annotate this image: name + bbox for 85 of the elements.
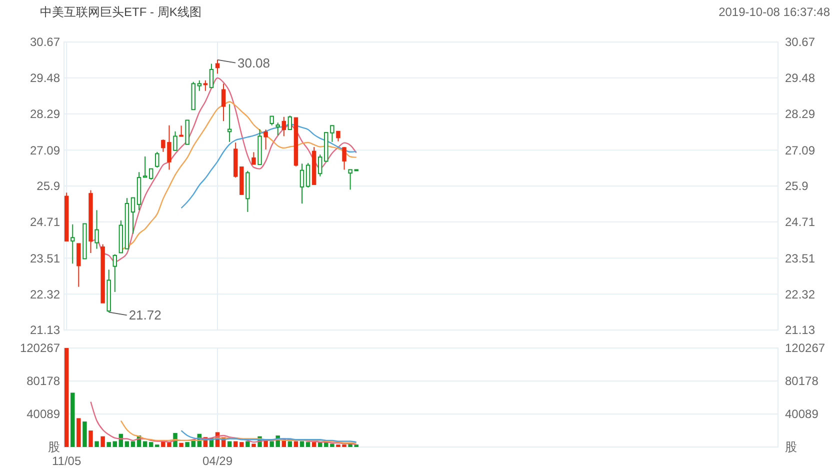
bar (142, 441, 148, 447)
y-tick-label: 40089 (26, 407, 60, 422)
candlestick (130, 197, 136, 234)
candlestick (282, 116, 286, 137)
candlestick (76, 243, 81, 288)
candlestick (318, 154, 322, 177)
text: 2019-10-08 16:37:48 (718, 5, 830, 20)
y-tick-label: 21.13 (30, 323, 60, 338)
y2-tick-label: 30.67 (785, 35, 816, 50)
y2-tick-label: 21.13 (785, 323, 816, 338)
y2-tick-label: 120267 (785, 341, 826, 356)
y-tick-label: 27.09 (30, 143, 60, 158)
candlestick (227, 104, 232, 142)
y-tick-label: 29.48 (30, 71, 60, 86)
bar (70, 392, 75, 447)
candlestick (342, 146, 346, 170)
bar (88, 430, 93, 447)
y2-tick-label: 22.32 (785, 287, 816, 302)
candlestick (252, 152, 256, 165)
candlestick (112, 254, 117, 292)
candlestick (215, 59, 220, 74)
bar (300, 441, 304, 447)
candlestick (288, 115, 292, 130)
annotation: 30.08 (237, 55, 270, 70)
bar (148, 442, 154, 447)
candlestick (270, 116, 274, 126)
bar (288, 441, 292, 447)
y-tick-label: 30.67 (30, 35, 60, 50)
y-tick-label: 22.32 (30, 287, 60, 302)
bar (306, 442, 310, 447)
line-series (90, 401, 357, 446)
candlestick (264, 129, 268, 150)
candlestick (142, 156, 148, 178)
candlestick (203, 80, 208, 92)
candlestick (179, 125, 184, 137)
chart-title: 中美互联网巨头ETF - 周K线图 (40, 5, 202, 20)
bar (227, 441, 232, 447)
y-tick-label: 25.9 (36, 179, 60, 194)
candlestick (336, 130, 340, 142)
candlestick (197, 80, 202, 92)
candlestick (306, 162, 310, 188)
bar (312, 442, 316, 447)
y2-tick-label: 80178 (785, 374, 819, 388)
candlestick (221, 83, 226, 122)
y-tick-label: 24.71 (30, 215, 60, 230)
y-tick-label: 28.29 (30, 107, 60, 122)
candlestick (148, 168, 154, 180)
candlestick (70, 224, 75, 264)
y2-tick-label: 29.48 (785, 71, 816, 86)
candlestick (209, 63, 214, 88)
y2-tick-label: 27.09 (785, 143, 816, 158)
y-tick-label: 120267 (20, 341, 60, 356)
bar (240, 442, 244, 447)
y2-tick-label: 24.71 (785, 215, 816, 230)
y2-tick-label: 28.29 (785, 107, 816, 122)
bar (124, 441, 130, 447)
y-tick-label: 股 (48, 440, 60, 454)
y-tick-label: 23.51 (30, 251, 60, 266)
y2-tick-label: 40089 (785, 407, 819, 422)
bar (76, 418, 81, 447)
bar (106, 442, 111, 447)
x-tick-label: 04/29 (202, 454, 233, 468)
y2-tick-label: 25.9 (785, 179, 809, 194)
line-series (180, 430, 357, 443)
bar (179, 442, 184, 447)
bar (130, 441, 136, 447)
y-tick-label: 80178 (26, 374, 60, 388)
candlestick (173, 130, 178, 151)
candlestick (300, 163, 304, 204)
bar (233, 441, 238, 447)
bar (252, 444, 256, 447)
annotation: 21.72 (128, 308, 162, 323)
bar (294, 441, 298, 447)
bar (82, 421, 87, 447)
candlestick (94, 210, 99, 250)
y2-tick-label: 股 (785, 440, 797, 454)
bar (112, 441, 117, 447)
bar (94, 441, 99, 447)
y2-tick-label: 23.51 (785, 251, 816, 266)
candlestick (155, 151, 160, 168)
line-series (120, 420, 357, 444)
bar (100, 436, 105, 447)
x-tick-label: 11/05 (52, 454, 82, 468)
candlestick (276, 122, 280, 136)
bar (246, 441, 250, 447)
